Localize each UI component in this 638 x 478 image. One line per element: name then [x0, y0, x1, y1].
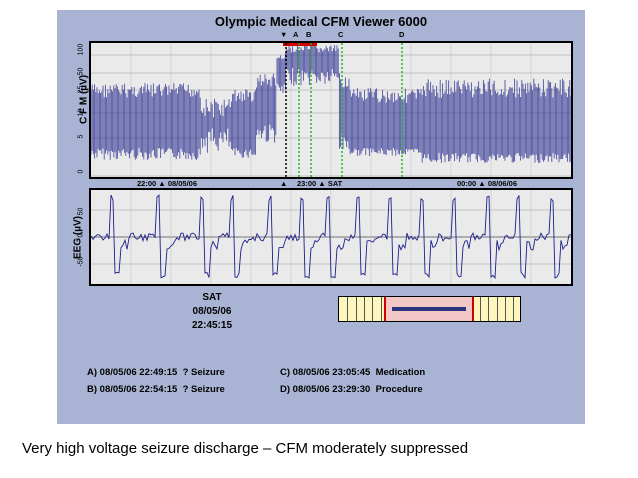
time-mark-icon: ▲ — [318, 179, 326, 188]
eeg-ytick-50: 50 — [77, 207, 85, 216]
event-a-timestamp: 08/05/06 22:49:15 — [99, 367, 178, 378]
cursor-time: 22:45:15 — [191, 320, 233, 331]
time-label-2300-date: SAT — [327, 179, 343, 188]
eeg-waveform — [91, 194, 571, 280]
scroller-tick — [347, 297, 349, 321]
scroller-tick — [480, 297, 482, 321]
time-label-2200-date: 08/05/06 — [167, 179, 198, 188]
event-d-timestamp: 08/05/06 23:29:30 — [292, 384, 371, 395]
event-a-label: A) — [87, 367, 98, 378]
cfm-selection-bar — [283, 43, 317, 46]
event-c-timestamp: 08/05/06 23:05:45 — [292, 367, 371, 378]
event-c-label: C) — [280, 367, 291, 378]
scroller-tick — [355, 297, 357, 321]
cfm-trace-panel[interactable] — [89, 41, 573, 179]
event-b[interactable]: B) 08/05/06 22:54:15 ? Seizure — [87, 384, 225, 395]
time-label-2200-time: 22:00 — [137, 179, 157, 188]
eeg-ytick-0: 0 — [77, 233, 85, 238]
time-label-2200: 22:00 ▲ 08/05/06 — [137, 179, 197, 188]
scroller-tick — [496, 297, 498, 321]
event-b-timestamp: 08/05/06 22:54:15 — [99, 384, 178, 395]
scroller-position-bar[interactable] — [392, 307, 466, 311]
cfm-ytick-50: 50 — [77, 67, 85, 76]
cursor-triangle-icon[interactable]: ▼ — [280, 30, 288, 39]
cfm-trace — [91, 43, 571, 177]
cfm-ytick-100: 100 — [77, 43, 85, 56]
cfm-ytick-5: 5 — [77, 134, 85, 139]
event-c[interactable]: C) 08/05/06 23:05:45 Medication — [280, 367, 425, 378]
cfm-ytick-0: 0 — [77, 169, 85, 174]
time-label-2300-time: 23:00 — [297, 179, 317, 188]
event-d[interactable]: D) 08/05/06 23:29:30 Procedure — [280, 384, 423, 395]
cursor-time-readout: SAT 08/05/06 22:45:15 — [167, 291, 257, 333]
app-title: Olympic Medical CFM Viewer 6000 — [214, 14, 428, 29]
scroller-tick — [363, 297, 365, 321]
eeg-trace — [91, 190, 571, 284]
scroller-tick — [488, 297, 490, 321]
time-label-0000: 00:00 ▲ 08/06/06 — [457, 179, 517, 188]
time-label-0000-date: 08/06/06 — [487, 179, 518, 188]
event-a-description: ? Seizure — [182, 367, 225, 378]
cfm-ytick-10: 10 — [77, 108, 85, 117]
event-d-label: D) — [280, 384, 291, 395]
event-c-description: Medication — [375, 367, 426, 378]
event-b-label: B) — [87, 384, 98, 395]
marker-label-d[interactable]: D — [399, 30, 405, 39]
cursor-bottom-triangle-icon: ▲ — [280, 179, 288, 188]
time-mark-icon: ▲ — [478, 179, 486, 188]
slide-caption: Very high voltage seizure discharge – CF… — [22, 440, 469, 457]
scroller-tick — [505, 297, 506, 321]
time-label-0000-time: 00:00 — [457, 179, 477, 188]
event-a[interactable]: A) 08/05/06 22:49:15 ? Seizure — [87, 367, 225, 378]
cfm-ytick-25: 25 — [77, 85, 85, 94]
cursor-date: 08/05/06 — [192, 306, 232, 317]
scroller-tick — [380, 297, 382, 321]
time-mark-icon: ▲ — [158, 179, 166, 188]
marker-label-a[interactable]: A — [293, 30, 299, 39]
scroller-window[interactable] — [384, 297, 474, 321]
eeg-trace-panel[interactable] — [89, 188, 573, 286]
cursor-day: SAT — [202, 292, 222, 303]
marker-label-b[interactable]: B — [306, 30, 312, 39]
marker-label-c[interactable]: C — [338, 30, 344, 39]
scroller-tick — [372, 297, 374, 321]
cfm-viewer-window: Olympic Medical CFM Viewer 6000 C F M (µ… — [57, 10, 585, 424]
timeline-scroller[interactable] — [338, 296, 521, 322]
event-d-description: Procedure — [375, 384, 423, 395]
scroller-tick — [513, 297, 515, 321]
event-b-description: ? Seizure — [182, 384, 225, 395]
eeg-ytick-neg50: -50 — [77, 256, 85, 267]
time-label-2300: 23:00 ▲ SAT — [297, 179, 342, 188]
